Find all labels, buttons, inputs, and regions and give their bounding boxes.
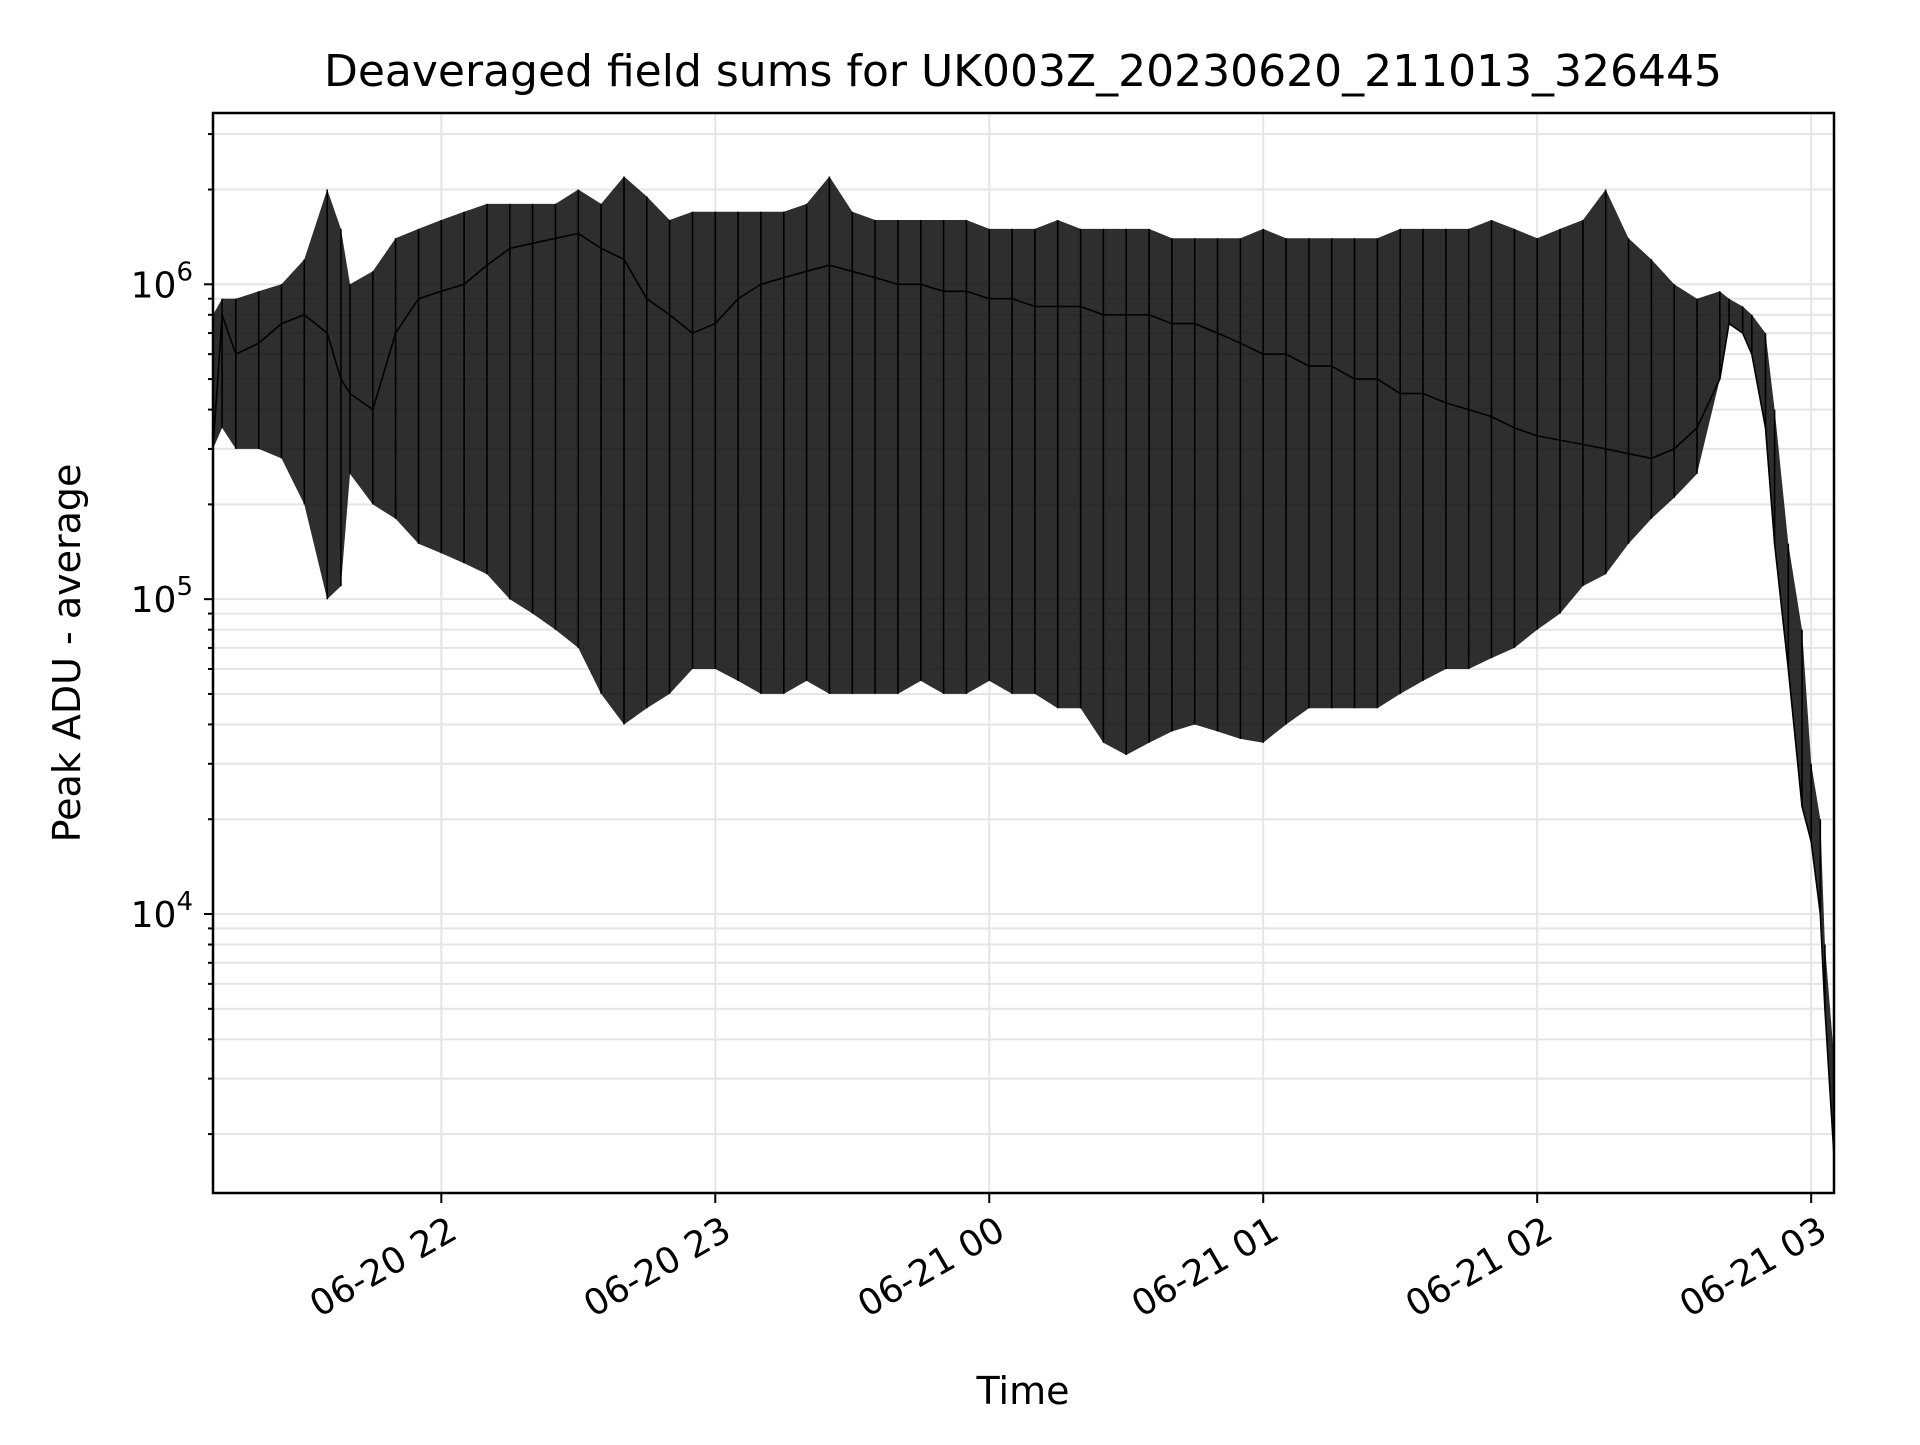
series-band <box>213 176 1834 1157</box>
y-tick-label-base: 10 <box>131 895 177 936</box>
series-line <box>212 232 1835 1157</box>
y-axis-label: Peak ADU - average <box>45 464 89 843</box>
y-tick-label-base: 10 <box>131 265 177 306</box>
y-tick-label-exponent: 6 <box>176 257 193 287</box>
y-tick-label: 104 <box>131 887 193 936</box>
y-tick-label-base: 10 <box>131 580 177 621</box>
chart-title: Deaveraged field sums for UK003Z_2023062… <box>324 46 1722 97</box>
y-tick-label-exponent: 4 <box>176 887 193 917</box>
y-tick-label-exponent: 5 <box>176 572 193 602</box>
data-series <box>212 176 1835 1157</box>
plot-area-frame <box>211 111 1836 1195</box>
y-tick-label: 105 <box>131 572 193 621</box>
x-axis-label: Time <box>976 1369 1070 1413</box>
y-tick-label: 106 <box>131 257 193 306</box>
